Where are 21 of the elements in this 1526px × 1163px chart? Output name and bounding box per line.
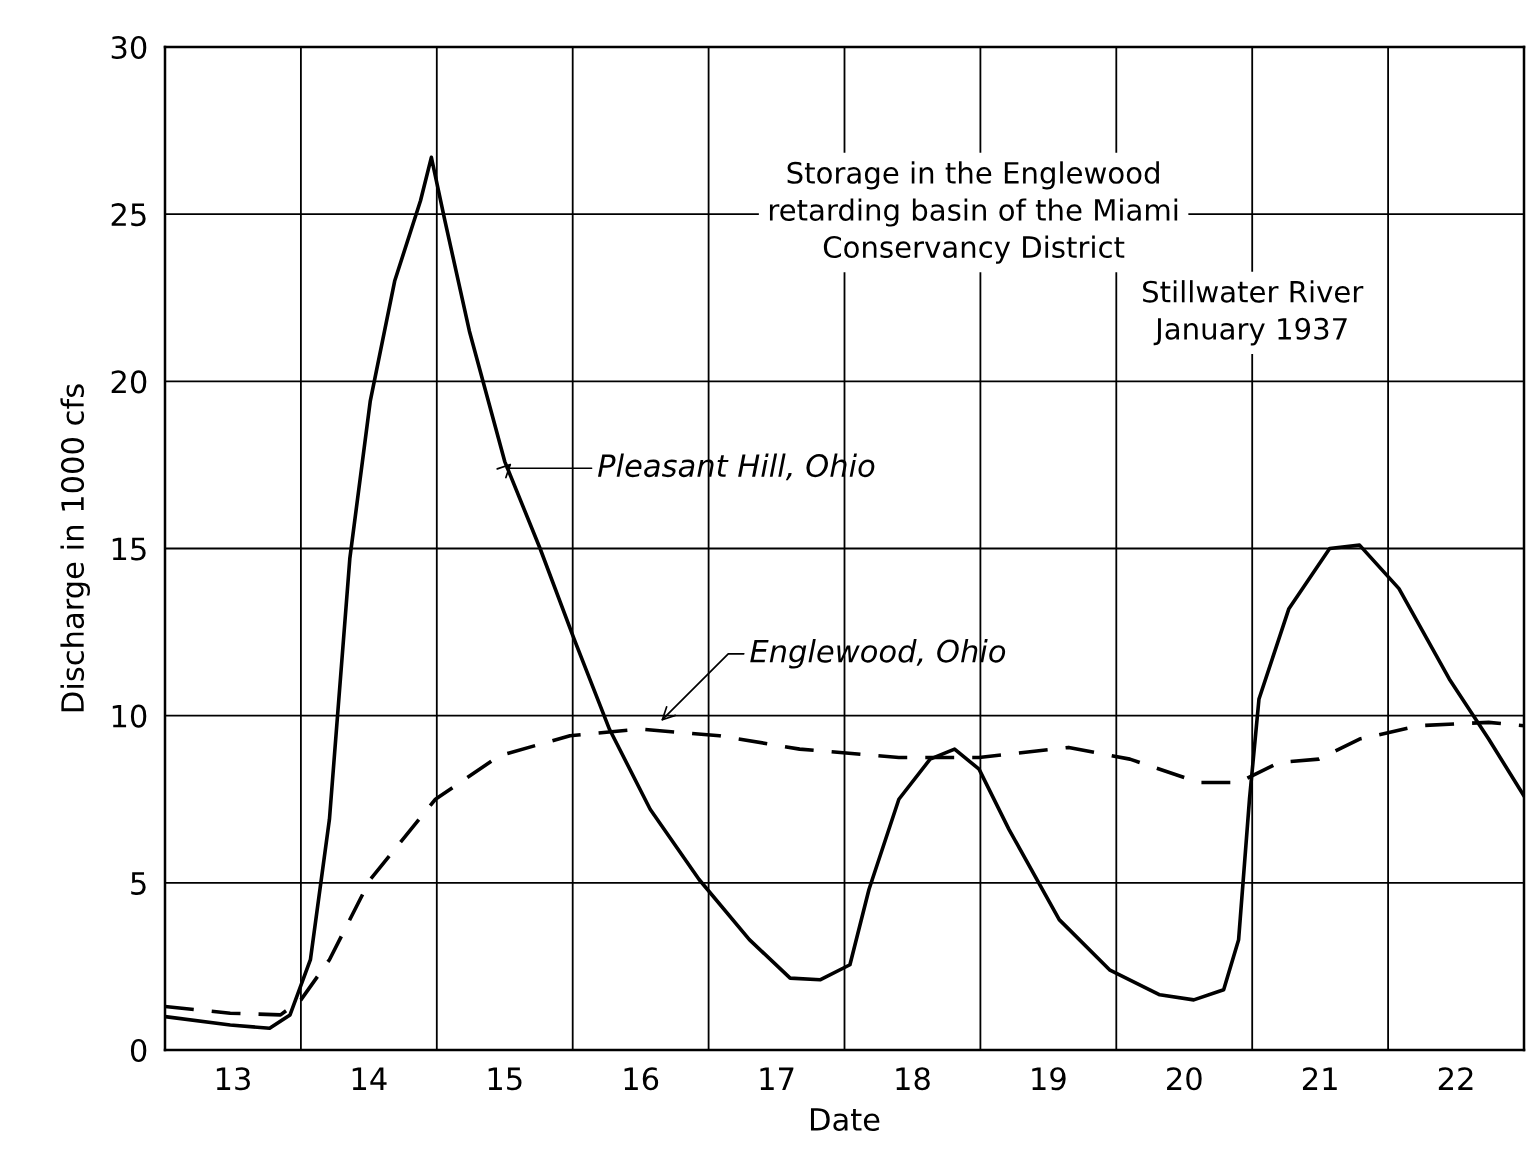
x-tick-label: 19: [1032, 1067, 1066, 1091]
x-tick-label: 17: [760, 1067, 794, 1090]
y-tick-label: 20: [111, 370, 147, 394]
x-tick-label: 22: [1438, 1067, 1473, 1090]
y-tick-label: 30: [111, 35, 147, 60]
x-axis-title: Date: [810, 1108, 880, 1131]
annotation: Stillwater River January 1937: [1143, 280, 1364, 346]
y-tick-label: 25: [111, 203, 146, 227]
y-tick-label: 5: [131, 872, 146, 895]
x-tick-label: 18: [896, 1067, 930, 1091]
y-axis-title: Discharge in 1000 cfs: [60, 384, 91, 712]
x-tick-label: 15: [488, 1067, 522, 1091]
y-tick-label: 15: [112, 537, 146, 561]
annotation: Storage in the Englewood retarding basin of the Miami Conservancy District: [769, 161, 1178, 264]
x-tick-label: 16: [624, 1067, 659, 1091]
x-tick-label: 21: [1302, 1067, 1337, 1090]
x-tick-label: 20: [1167, 1067, 1202, 1091]
x-tick-label: 13: [216, 1067, 250, 1091]
y-tick-label: 0: [130, 1038, 147, 1063]
x-tick-label: 14: [352, 1067, 387, 1090]
y-tick-label: 10: [112, 704, 147, 728]
